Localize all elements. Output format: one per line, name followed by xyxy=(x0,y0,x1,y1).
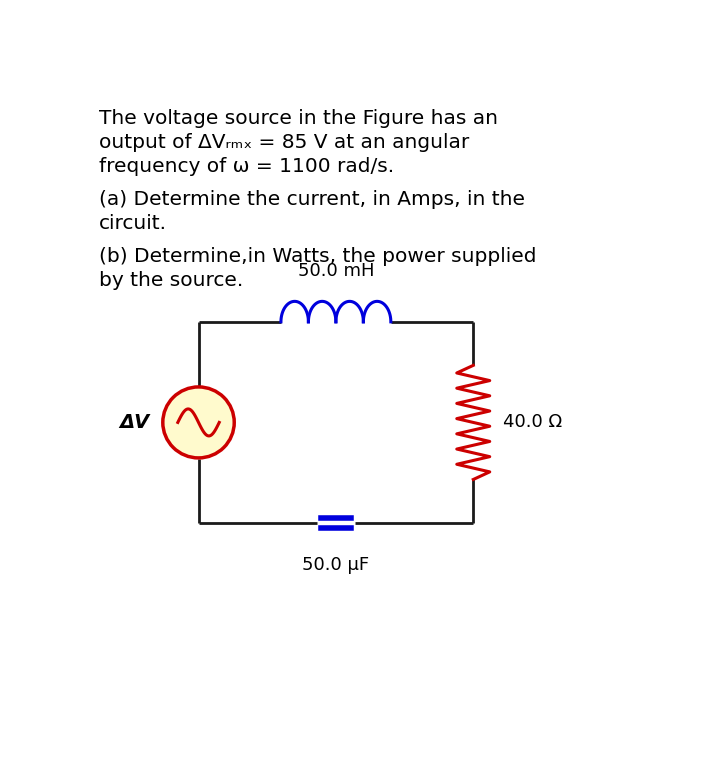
Text: (a) Determine the current, in Amps, in the: (a) Determine the current, in Amps, in t… xyxy=(99,190,525,209)
Text: output of ΔVᵣₘₓ = 85 V at an angular: output of ΔVᵣₘₓ = 85 V at an angular xyxy=(99,133,469,151)
Text: The voltage source in the Figure has an: The voltage source in the Figure has an xyxy=(99,108,498,128)
Text: 40.0 Ω: 40.0 Ω xyxy=(503,413,563,431)
Text: (b) Determine,in Watts, the power supplied: (b) Determine,in Watts, the power suppli… xyxy=(99,246,536,266)
Text: frequency of ω = 1100 rad/s.: frequency of ω = 1100 rad/s. xyxy=(99,157,393,176)
Ellipse shape xyxy=(163,387,234,458)
Text: by the source.: by the source. xyxy=(99,271,242,290)
Text: 50.0 μF: 50.0 μF xyxy=(302,556,369,574)
Text: 50.0 mH: 50.0 mH xyxy=(298,262,374,280)
Text: circuit.: circuit. xyxy=(99,214,167,232)
Text: ΔV: ΔV xyxy=(119,413,149,432)
